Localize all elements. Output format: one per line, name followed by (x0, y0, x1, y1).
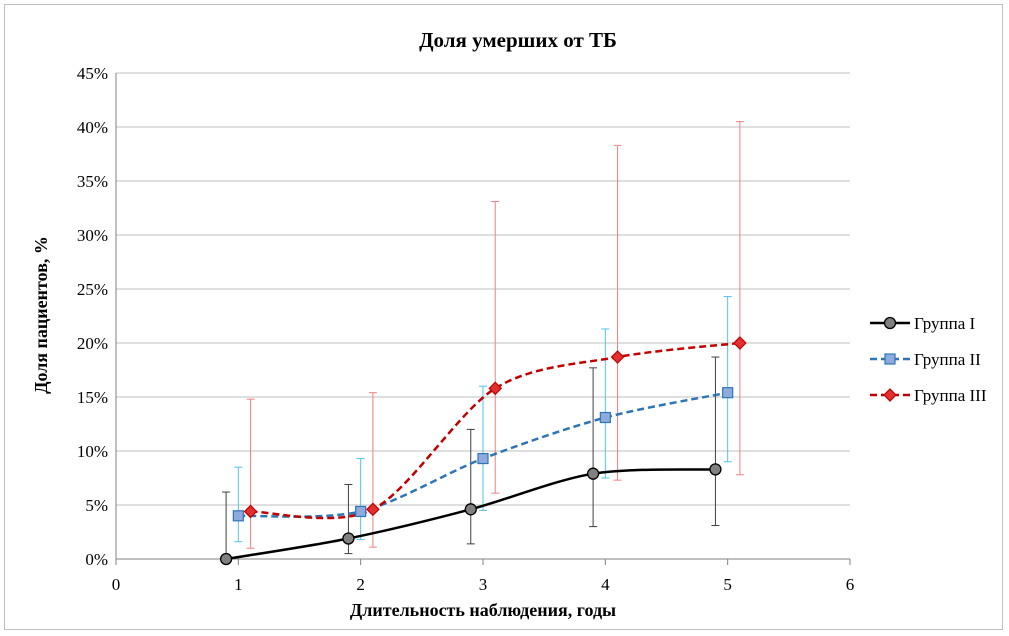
series-1-point (709, 463, 722, 476)
y-tick-label: 45% (77, 64, 108, 83)
x-tick-label: 1 (234, 575, 243, 594)
series-3-legend-marker (883, 388, 897, 402)
series-3-point (366, 502, 380, 517)
x-tick-label: 6 (846, 575, 855, 594)
series-2-point (599, 411, 611, 424)
series-3-point (733, 336, 747, 350)
y-tick-label: 30% (77, 226, 108, 245)
chart-svg: Доля умерших от ТБ 0%5%10%15%20%25%30%35… (31, 28, 987, 620)
series-2-legend-marker (884, 353, 896, 365)
series-1-point (586, 467, 600, 480)
series-1-point (219, 552, 233, 566)
x-axis-label: Длительность наблюдения, годы (350, 600, 616, 620)
x-tick-label: 5 (723, 575, 732, 594)
series-1-legend-label: Группа I (914, 314, 976, 333)
series-1-point (342, 532, 355, 545)
series-2-point (355, 505, 367, 518)
series-1-legend-marker (883, 316, 897, 330)
series-2-point (722, 387, 734, 399)
series-3-point (243, 504, 258, 519)
series-1-point (464, 503, 477, 516)
y-tick-label: 35% (77, 172, 108, 191)
y-tick-label: 5% (85, 496, 108, 515)
y-tick-label: 20% (77, 334, 108, 353)
x-tick-label: 3 (479, 575, 488, 594)
x-tick-label: 0 (112, 575, 121, 594)
grid-lines (116, 72, 850, 506)
y-axis-label: Доля пациентов, % (31, 236, 51, 394)
error-bars (222, 121, 744, 560)
series-2-point (232, 510, 244, 522)
chart-title: Доля умерших от ТБ (419, 28, 617, 52)
tick-labels: 0% 5% 10% 15% 20% 25% 30% 35% 40% 45% 0 1 2 3 4 5 6 (77, 64, 854, 594)
y-tick-label: 10% (77, 442, 108, 461)
chart-frame: Доля умерших от ТБ 0% 5% 10% 15% 20% 25% 30% 35… (4, 4, 1003, 630)
series-3-point (610, 350, 625, 364)
series-3-point (488, 381, 503, 396)
y-tick-label: 0% (85, 550, 108, 569)
x-tick-label: 2 (356, 575, 365, 594)
x-tick-label: 4 (601, 575, 610, 594)
data-markers (219, 336, 747, 566)
axes (115, 73, 851, 565)
y-tick-label: 40% (77, 118, 108, 137)
series-2-point (477, 452, 489, 465)
series-2-legend-label: Группа II (914, 350, 981, 369)
series-3-legend-label: Группа III (914, 386, 987, 405)
y-tick-label: 25% (77, 280, 108, 299)
y-tick-label: 15% (77, 388, 108, 407)
legend: Группа I Группа II Группа III (870, 314, 987, 405)
